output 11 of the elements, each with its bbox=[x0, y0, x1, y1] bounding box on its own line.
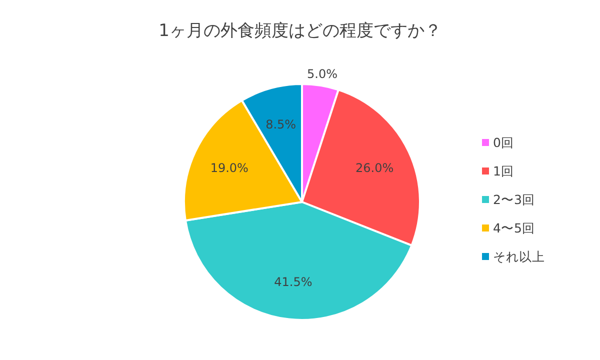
data-label: 41.5% bbox=[274, 274, 312, 289]
data-label: 19.0% bbox=[210, 160, 248, 175]
legend-label: それ以上 bbox=[493, 249, 545, 264]
legend-label: 1回 bbox=[493, 164, 514, 178]
data-label: 8.5% bbox=[266, 118, 296, 132]
legend-label: 2〜3回 bbox=[493, 192, 535, 207]
data-label: 5.0% bbox=[307, 66, 338, 81]
chart-title: 1ヶ月の外食頻度はどの程度ですか？ bbox=[158, 21, 442, 41]
data-label: 26.0% bbox=[356, 160, 394, 175]
legend-label: 0回 bbox=[493, 135, 514, 150]
legend-label: 4〜5回 bbox=[493, 220, 535, 236]
